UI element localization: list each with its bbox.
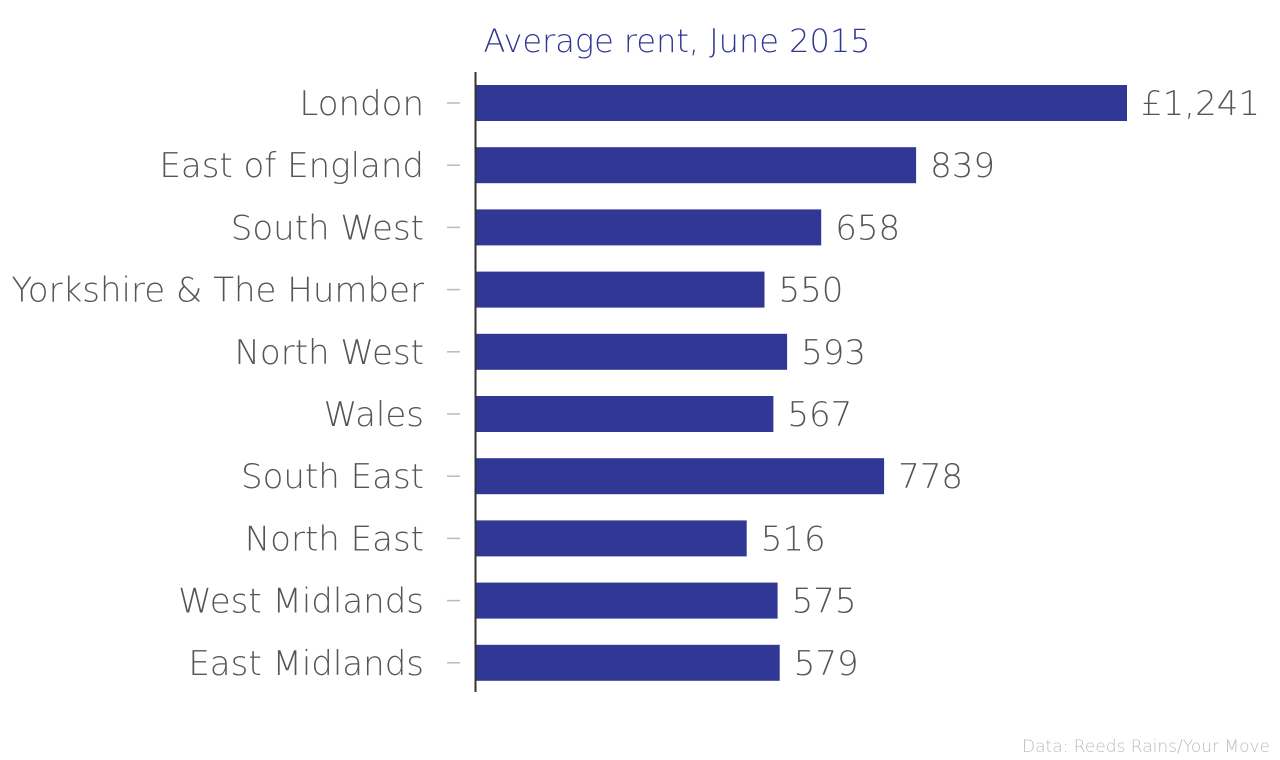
category-label-south-west: South West xyxy=(231,208,424,248)
bar-london xyxy=(476,85,1127,121)
bar-yorkshire-and-the-humber xyxy=(476,271,765,308)
value-label-east-midlands: 579 xyxy=(794,644,859,684)
value-label-south-east: 778 xyxy=(898,457,963,497)
bar-south-west xyxy=(476,209,822,246)
value-label-east-of-england: 839 xyxy=(930,146,995,186)
axis-ticks-group xyxy=(447,102,460,664)
value-label-london: £1,241 xyxy=(1141,84,1260,124)
category-labels-group: London East of England South West Yorkshire… xyxy=(12,84,424,684)
bar-north-west xyxy=(476,333,788,370)
value-label-west-midlands: 575 xyxy=(792,582,857,622)
bar-east-midlands xyxy=(476,644,780,681)
bars-group xyxy=(476,85,1127,681)
category-label-london: London xyxy=(299,84,424,124)
bar-south-east xyxy=(476,458,885,495)
bar-east-of-england xyxy=(476,147,917,184)
value-label-north-east: 516 xyxy=(761,519,826,559)
category-label-east-midlands: East Midlands xyxy=(188,644,424,684)
chart-title: Average rent, June 2015 xyxy=(483,22,870,60)
value-label-yorkshire-and-the-humber: 550 xyxy=(779,271,844,311)
bar-north-east xyxy=(476,520,747,557)
category-label-wales: Wales xyxy=(324,395,424,435)
category-label-north-west: North West xyxy=(235,333,425,373)
bar-wales xyxy=(476,396,774,432)
source-note: Data: Reeds Rains/Your Move xyxy=(1022,737,1270,757)
category-label-yorkshire-and-the-humber: Yorkshire & The Humber xyxy=(12,271,424,311)
category-label-north-east: North East xyxy=(245,519,424,559)
category-label-east-of-england: East of England xyxy=(159,146,424,186)
value-label-wales: 567 xyxy=(787,395,852,435)
value-label-south-west: 658 xyxy=(835,208,900,248)
category-label-south-east: South East xyxy=(241,457,424,497)
value-labels-group: £1,241 839 658 550 593 567 778 516 575 579 xyxy=(761,84,1260,684)
bar-west-midlands xyxy=(476,582,778,619)
category-label-west-midlands: West Midlands xyxy=(178,582,424,622)
value-label-north-west: 593 xyxy=(801,333,866,373)
